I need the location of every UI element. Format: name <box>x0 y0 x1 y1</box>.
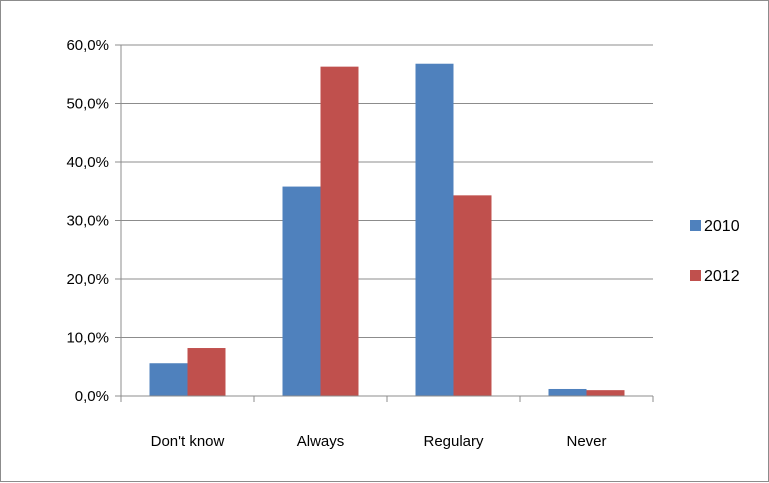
legend-label: 2012 <box>704 268 740 285</box>
y-tick-label: 60,0% <box>66 37 109 54</box>
bar-2010-0 <box>149 363 188 396</box>
bar-2012-0 <box>187 348 226 396</box>
category-label: Don't know <box>151 433 225 450</box>
y-tick-label: 30,0% <box>66 213 109 230</box>
category-label: Never <box>566 433 606 450</box>
y-tick-label: 10,0% <box>66 330 109 347</box>
gridlines <box>121 44 653 338</box>
legend-label: 2010 <box>704 218 740 235</box>
bars <box>149 63 625 397</box>
y-tick-label: 50,0% <box>66 96 109 113</box>
y-tick-label: 40,0% <box>66 154 109 171</box>
category-label: Always <box>297 433 345 450</box>
category-label: Regulary <box>423 433 484 450</box>
bar-2012-3 <box>586 390 625 396</box>
bar-2010-1 <box>282 186 321 396</box>
y-tick-label: 20,0% <box>66 271 109 288</box>
legend-swatch-2012 <box>690 270 701 281</box>
y-tick-label: 0,0% <box>75 388 109 405</box>
legend-swatch-2010 <box>690 220 701 231</box>
legend: 2010 2012 <box>690 218 740 285</box>
bar-2012-2 <box>453 195 492 396</box>
bar-2010-2 <box>415 63 454 396</box>
bar-2012-1 <box>320 66 359 397</box>
bar-2010-3 <box>548 388 587 396</box>
axes: 0,0% 10,0% 20,0% 30,0% 40,0% 50,0% 60,0% Don't … <box>66 37 654 450</box>
